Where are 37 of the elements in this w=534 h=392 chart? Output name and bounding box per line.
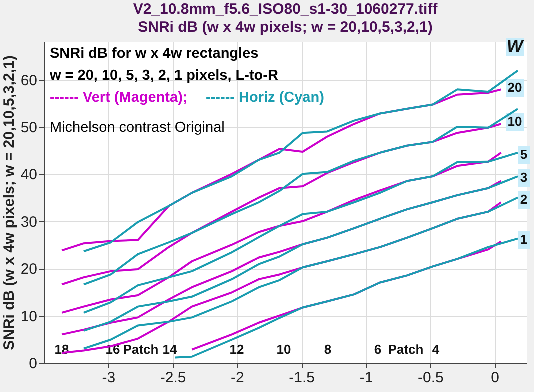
- annotation: Michelson contrast Original: [50, 120, 225, 136]
- annotation: 2: [520, 192, 528, 207]
- annotation: 1: [520, 232, 528, 247]
- y-tick-label: 50: [20, 119, 38, 136]
- x-tick-label: -3: [102, 370, 116, 386]
- x-tick-label: -2.5: [160, 370, 186, 386]
- annotation: 4: [432, 342, 440, 357]
- y-tick-label: 30: [20, 214, 38, 231]
- annotation: 10: [276, 342, 292, 357]
- annotation: SNRi dB for w x 4w rectangles: [50, 46, 259, 62]
- y-tick-label: 0: [29, 356, 38, 372]
- annotation: 10: [508, 114, 522, 129]
- x-tick-label: -1: [360, 370, 374, 386]
- x-tick-label: 0: [491, 370, 500, 386]
- annotation: Patch: [388, 342, 424, 357]
- y-tick-label: 40: [20, 166, 38, 184]
- x-tick-label: -0.5: [418, 370, 444, 386]
- x-tick-label: -2: [231, 370, 244, 386]
- chart-subtitle: SNRi dB (w x 4w pixels; w = 20,10,5,3,2,1): [138, 19, 433, 36]
- annotation: 14: [162, 342, 178, 357]
- annotation: w = 20, 10, 5, 3, 2, 1 pixels, L-to-R: [49, 68, 279, 84]
- annotation: Patch: [123, 342, 159, 357]
- annotation: ------ Horiz (Cyan): [206, 90, 325, 106]
- y-tick-label: 10: [20, 308, 38, 326]
- annotation: 12: [230, 342, 244, 357]
- y-axis-title: SNRi dB (w x 4w pixels; w = 20,10,5,3,2,1): [0, 56, 18, 350]
- y-tick-label: 20: [20, 261, 38, 278]
- annotation: 20: [508, 80, 522, 95]
- annotation: 3: [520, 170, 528, 185]
- chart-title: V2_10.8mm_f5.6_ISO80_s1-30_1060277.tiff: [133, 1, 439, 18]
- x-tick-label: -1.5: [289, 370, 316, 386]
- annotation: W: [506, 37, 525, 56]
- annotation: ------ Vert (Magenta);: [50, 90, 188, 106]
- annotation: 8: [324, 342, 332, 357]
- annotation: 5: [520, 147, 528, 162]
- y-tick-label: 60: [20, 72, 38, 90]
- annotation: 6: [374, 342, 382, 357]
